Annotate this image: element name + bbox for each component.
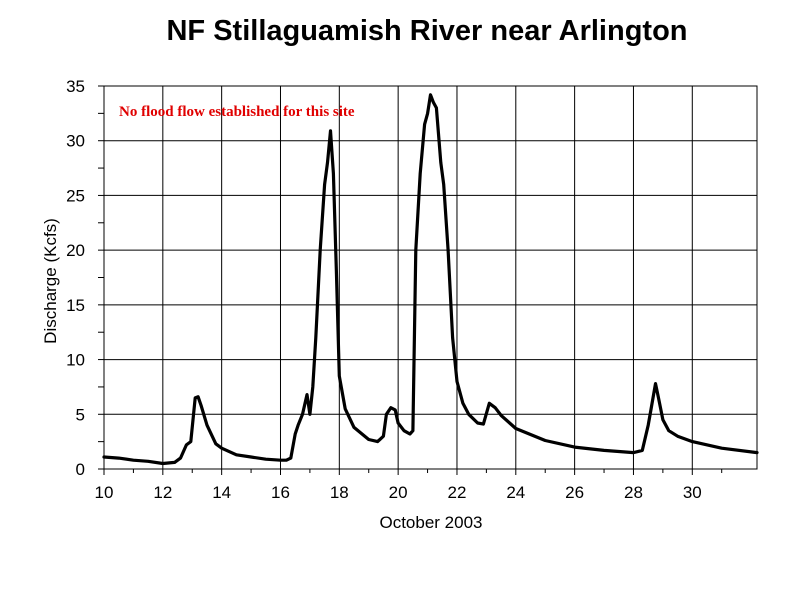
x-tick-label: 30	[683, 483, 702, 502]
x-axis-label: October 2003	[379, 513, 482, 532]
x-tick-label: 20	[389, 483, 408, 502]
x-tick-label: 10	[95, 483, 114, 502]
x-tick-label: 22	[448, 483, 467, 502]
y-tick-label: 35	[66, 77, 85, 96]
y-tick-label: 0	[76, 460, 85, 479]
x-tick-label: 24	[506, 483, 525, 502]
y-tick-label: 25	[66, 186, 85, 205]
x-tick-label: 26	[565, 483, 584, 502]
y-tick-label: 5	[76, 405, 85, 424]
y-tick-label: 20	[66, 241, 85, 260]
x-tick-label: 18	[330, 483, 349, 502]
discharge-series-line	[102, 93, 759, 466]
annotation-text: No flood flow established for this site	[119, 104, 355, 120]
y-tick-label: 30	[66, 132, 85, 151]
y-tick-label: 10	[66, 351, 85, 370]
x-tick-label: 16	[271, 483, 290, 502]
y-tick-label: 15	[66, 296, 85, 315]
axes	[98, 85, 758, 475]
chart-title: NF Stillaguamish River near Arlington	[166, 15, 687, 47]
y-axis-label: Discharge (Kcfs)	[41, 218, 60, 344]
x-tick-label: 12	[153, 483, 172, 502]
x-tick-label: 14	[212, 483, 231, 502]
x-tick-label: 28	[624, 483, 643, 502]
tick-labels: 10 12 14 16 18 20 22 24 26 28 30 0 5 10 15 20 25 30 35	[66, 77, 702, 502]
